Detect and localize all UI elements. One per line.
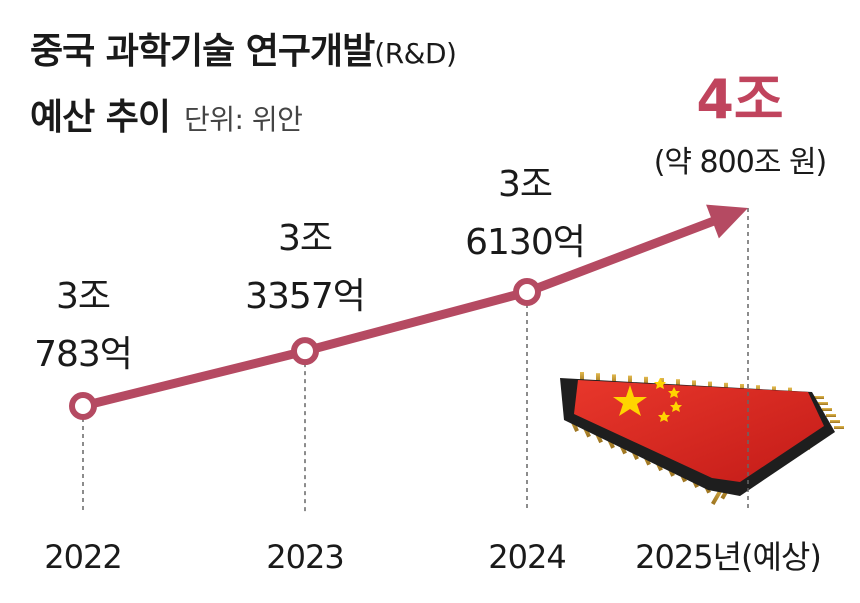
unit-label: 단위: 위안 [184, 103, 303, 136]
data-label-2024-line2: 6130억 [465, 222, 585, 263]
chart-title: 중국 과학기술 연구개발(R&D) 예산 추이 단위: 위안 [30, 28, 457, 144]
title-line-2: 예산 추이 단위: 위안 [30, 94, 456, 144]
series-line-segment [300, 287, 532, 356]
x-tick-1: 2023 [266, 538, 343, 576]
x-tick-3: 2025년(예상) [635, 538, 821, 576]
data-point-2023 [291, 337, 319, 366]
arrow-head-icon [706, 204, 748, 239]
x-tick-0: 2022 [44, 538, 121, 576]
data-label-2023-line1: 3조 [278, 218, 332, 259]
title-line-1: 중국 과학기술 연구개발(R&D) [30, 28, 457, 78]
data-label-2023-line2: 3357억 [245, 276, 365, 317]
x-tick-2: 2024 [488, 538, 565, 576]
data-label-2022-line1: 3조 [56, 276, 110, 317]
data-point-2022 [69, 392, 97, 420]
series-line-segment [78, 346, 310, 411]
title-suffix: (R&D) [374, 37, 457, 70]
data-label-2024-line1: 3조 [498, 164, 552, 205]
title-sub: 예산 추이 [30, 97, 171, 138]
data-point-2024 [513, 278, 541, 306]
highlight-sub: (약 800조 원) [654, 145, 827, 180]
series-line-segment [522, 214, 725, 297]
highlight-value: 4조 [696, 68, 783, 131]
title-main: 중국 과학기술 연구개발 [30, 31, 375, 72]
chip-china-flag-icon [560, 372, 844, 506]
data-label-2022-line2: 783억 [34, 334, 132, 375]
